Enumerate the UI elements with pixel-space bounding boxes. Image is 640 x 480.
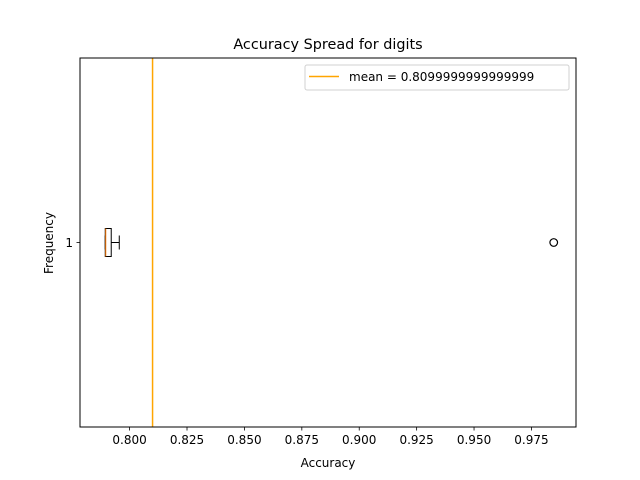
x-tick-label: 0.900 (342, 433, 376, 447)
x-axis-label: Accuracy (301, 456, 356, 470)
x-tick-label: 0.850 (227, 433, 261, 447)
outlier-point (549, 238, 559, 247)
y-axis-label: Frequency (42, 212, 56, 274)
x-tick-label: 0.875 (285, 433, 319, 447)
y-tick-label: 1 (65, 236, 73, 250)
plot-area (104, 58, 559, 427)
legend-label: mean = 0.8099999999999999 (349, 70, 534, 84)
x-tick-label: 0.825 (170, 433, 204, 447)
box-plot (104, 228, 559, 257)
x-axis: 0.800 0.825 0.850 0.875 0.900 0.925 0.950 0.975 (112, 427, 549, 447)
legend-frame (304, 64, 570, 91)
x-tick-label: 0.800 (112, 433, 146, 447)
x-tick-label: 0.975 (514, 433, 548, 447)
chart-title: Accuracy Spread for digits (233, 37, 422, 53)
legend: mean = 0.8099999999999999 (304, 64, 570, 91)
y-axis: 1 (65, 236, 80, 250)
x-tick-label: 0.925 (399, 433, 433, 447)
x-tick-label: 0.950 (457, 433, 491, 447)
